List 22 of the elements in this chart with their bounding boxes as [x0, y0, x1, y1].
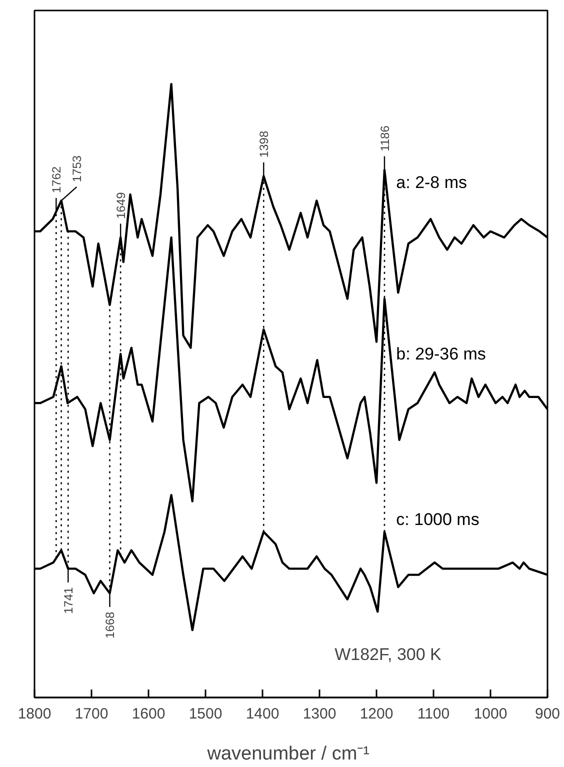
- x-tick-label: 1800: [18, 706, 52, 722]
- ref-line-label: 1741: [62, 586, 76, 614]
- x-tick-label: 1300: [302, 706, 336, 722]
- series-label: c: 1000 ms: [396, 510, 480, 530]
- ref-line-label: 1668: [103, 611, 118, 638]
- ref-line-label: 1753: [70, 155, 84, 182]
- x-tick-label: 1400: [246, 706, 280, 722]
- series-label: b: 29-36 ms: [396, 344, 486, 364]
- ref-line-label: 1762: [50, 166, 64, 194]
- x-axis-title: wavenumber / cm⁻¹: [206, 744, 370, 764]
- x-tick-label: 1500: [188, 706, 222, 722]
- x-tick-label: 1000: [474, 706, 508, 722]
- ref-line-label: 1649: [114, 192, 128, 219]
- annotation: W182F, 300 K: [334, 645, 442, 664]
- x-tick-label: 900: [534, 706, 560, 722]
- legend-label: a: 2-8 ms: [396, 172, 468, 192]
- ref-line-label: 1398: [257, 130, 272, 158]
- x-tick-label: 1200: [360, 706, 394, 722]
- x-tick-label: 1100: [417, 706, 450, 722]
- ref-line-label: 1186: [378, 125, 392, 152]
- x-tick-label: 1700: [74, 706, 108, 722]
- x-tick-label: 1600: [132, 706, 166, 722]
